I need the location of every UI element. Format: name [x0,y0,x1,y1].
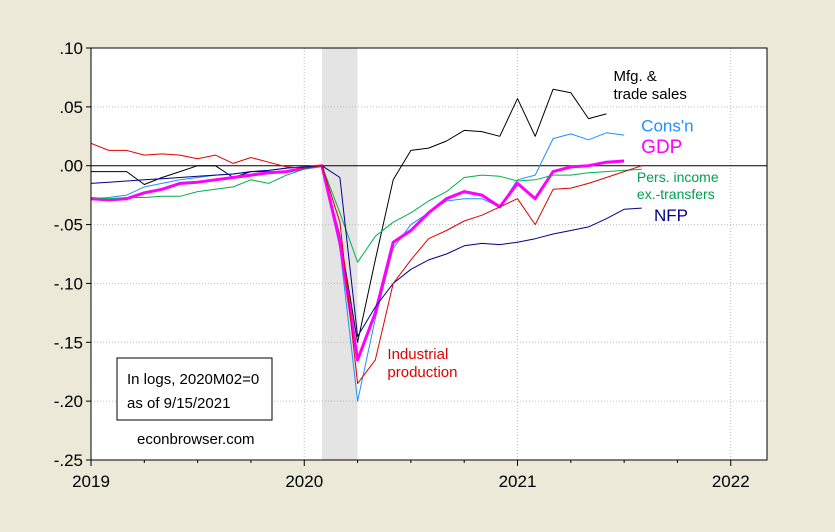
y-tick-label: .00 [59,157,83,176]
series-label-pers-income-ex-transfers: ex.-transfers [637,186,715,202]
series-label-gdp: GDP [641,137,682,158]
note-box-frame [116,357,273,421]
series-label-industrial-production: Industrial [387,346,448,363]
axis-ticks: .10 .05 .00 -.05 -.10 -.15 -.20 -.25 2019 2020 202… [54,39,750,491]
plot-frame [90,47,768,461]
series-label-mfg-trade-sales: Mfg. & [613,68,656,85]
series-line-nfp [90,165,642,337]
series-label-cons-n: Cons'n [641,117,693,136]
recession-shade [321,48,358,460]
y-tick-label: -.05 [54,216,83,235]
note-line-2: as of 9/15/2021 [127,395,230,412]
series-line-mfg-trade-sales [91,88,607,343]
note-box: In logs, 2020M02=0 as of 9/15/2021 [116,357,273,421]
series-line-industrial-production [90,142,642,384]
series-line-gdp [90,159,625,362]
y-tick-label: .10 [59,39,83,58]
x-tick-label: 2019 [72,472,110,491]
series-group [90,88,642,402]
series-label-pers-income-ex-transfers: Pers. income [637,169,719,185]
x-tick-label: 2020 [285,472,323,491]
y-tick-label: -.15 [54,333,83,352]
y-tick-label: .05 [59,98,83,117]
series-label-nfp: NFP [654,206,688,225]
x-tick-label: 2021 [499,472,537,491]
x-tick-label: 2022 [712,472,750,491]
series-label-industrial-production: production [387,364,457,381]
note-line-1: In logs, 2020M02=0 [127,371,259,388]
series-line-pers-income-ex-transfers [90,165,642,263]
source-label: econbrowser.com [137,431,255,448]
series-line-cons-n [90,132,625,402]
y-tick-label: -.25 [54,451,83,470]
y-tick-label: -.20 [54,392,83,411]
y-tick-label: -.10 [54,274,83,293]
series-label-mfg-trade-sales: trade sales [613,86,686,103]
